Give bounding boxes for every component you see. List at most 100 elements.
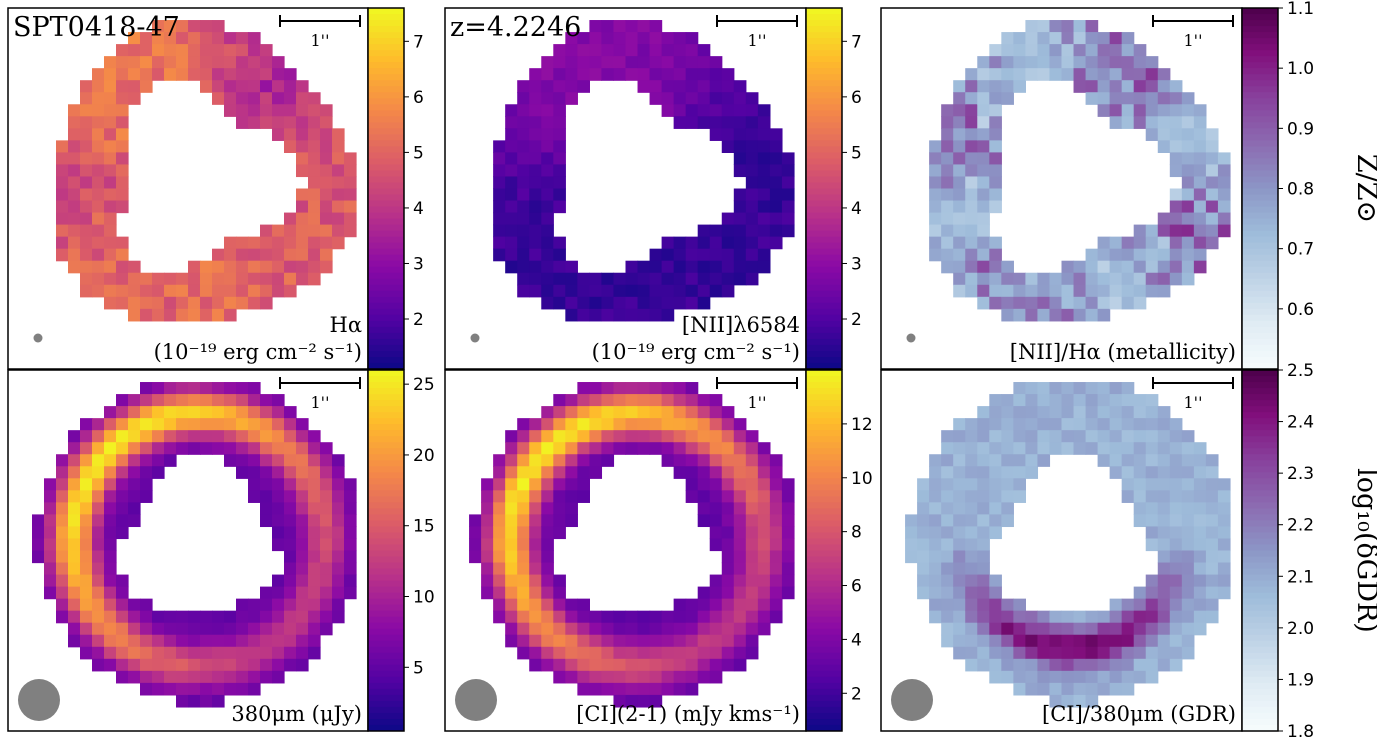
heatmap-pixel xyxy=(272,394,285,407)
heatmap-pixel xyxy=(1013,478,1026,491)
heatmap-pixel xyxy=(505,212,518,226)
heatmap-pixel xyxy=(260,394,273,407)
heatmap-pixel xyxy=(104,56,117,69)
heatmap-pixel xyxy=(1157,550,1171,564)
colorbar-segment xyxy=(1242,332,1278,340)
heatmap-pixel xyxy=(68,550,81,564)
heatmap-pixel xyxy=(1025,682,1039,696)
heatmap-pixel xyxy=(721,634,735,648)
heatmap-pixel xyxy=(236,394,249,407)
heatmap-pixel xyxy=(1181,176,1195,190)
heatmap-pixel xyxy=(685,394,699,407)
heatmap-pixel xyxy=(505,236,518,250)
colorbar-segment xyxy=(806,652,842,660)
heatmap-pixel xyxy=(469,538,482,552)
heatmap-pixel xyxy=(1109,80,1123,93)
heatmap-pixel xyxy=(92,658,105,672)
heatmap-pixel xyxy=(757,442,771,455)
colorbar-segment xyxy=(806,74,842,81)
heatmap-pixel xyxy=(769,526,783,540)
heatmap-pixel xyxy=(541,622,554,636)
heatmap-pixel xyxy=(965,658,978,672)
heatmap-pixel xyxy=(589,622,603,636)
heatmap-pixel xyxy=(1013,634,1026,648)
heatmap-pixel xyxy=(1025,32,1039,45)
heatmap-pixel xyxy=(721,284,735,298)
colorbar-segment xyxy=(1242,580,1278,588)
colorbar-segment xyxy=(1242,406,1278,413)
heatmap-pixel xyxy=(757,104,771,117)
colorbar-segment xyxy=(368,134,404,141)
colorbar-segment xyxy=(368,598,404,606)
heatmap-pixel xyxy=(296,538,309,552)
heatmap-pixel xyxy=(1085,248,1099,262)
colorbar-segment xyxy=(806,146,842,153)
colorbar-segment xyxy=(368,400,404,407)
heatmap-pixel xyxy=(565,490,578,503)
heatmap-pixel xyxy=(989,200,1002,214)
colorbar-segment xyxy=(806,502,842,509)
heatmap-pixel xyxy=(1181,502,1195,515)
heatmap-pixel xyxy=(637,382,651,395)
heatmap-pixel xyxy=(529,104,542,117)
heatmap-pixel xyxy=(68,490,81,503)
colorbar-segment xyxy=(368,176,404,183)
heatmap-pixel xyxy=(92,104,105,117)
heatmap-pixel xyxy=(1133,622,1147,636)
heatmap-pixel xyxy=(128,406,141,419)
heatmap-pixel xyxy=(541,442,554,455)
heatmap-pixel xyxy=(152,44,165,57)
heatmap-pixel xyxy=(905,550,918,564)
heatmap-pixel xyxy=(128,454,141,467)
heatmap-pixel xyxy=(128,394,141,407)
heatmap-pixel xyxy=(152,56,165,69)
heatmap-pixel xyxy=(164,382,177,395)
heatmap-pixel xyxy=(1169,140,1183,153)
heatmap-pixel xyxy=(941,176,954,190)
heatmap-pixel xyxy=(260,418,273,431)
heatmap-pixel xyxy=(613,670,627,684)
heatmap-pixel xyxy=(116,80,129,93)
colorbar-segment xyxy=(368,278,404,286)
colorbar-segment xyxy=(368,98,404,105)
heatmap-pixel xyxy=(637,658,651,672)
heatmap-pixel xyxy=(1121,430,1135,443)
colorbar-segment xyxy=(806,182,842,189)
heatmap-pixel xyxy=(116,442,129,455)
heatmap-pixel xyxy=(296,140,309,153)
heatmap-pixel xyxy=(589,56,603,69)
heatmap-pixel xyxy=(781,538,795,552)
heatmap-pixel xyxy=(601,20,615,33)
heatmap-pixel xyxy=(1073,296,1087,310)
heatmap-pixel xyxy=(56,188,69,202)
heatmap-pixel xyxy=(92,164,105,178)
heatmap-pixel xyxy=(56,200,69,214)
heatmap-pixel xyxy=(721,260,735,274)
colorbar-segment xyxy=(368,200,404,208)
heatmap-pixel xyxy=(529,646,542,660)
heatmap-pixel xyxy=(709,574,723,588)
heatmap-pixel xyxy=(1181,454,1195,467)
heatmap-pixel xyxy=(200,658,213,672)
heatmap-pixel xyxy=(308,212,321,226)
heatmap-pixel xyxy=(649,20,663,33)
colorbar-segment xyxy=(368,218,404,226)
heatmap-pixels xyxy=(905,382,1231,708)
heatmap-pixel xyxy=(965,248,978,262)
heatmap-pixel xyxy=(1097,56,1111,69)
heatmap-pixel xyxy=(745,526,759,540)
heatmap-pixel xyxy=(1097,430,1111,443)
scale-bar: 1'' xyxy=(716,377,798,412)
heatmap-pixel xyxy=(613,296,627,310)
heatmap-pixel xyxy=(625,284,639,298)
heatmap-pixel xyxy=(977,466,990,479)
heatmap-pixel xyxy=(248,284,261,298)
heatmap-pixel xyxy=(284,538,297,552)
colorbar-segment xyxy=(368,574,404,582)
heatmap-pixel xyxy=(953,128,966,141)
colorbar-segment xyxy=(368,616,404,624)
heatmap-pixel xyxy=(308,116,321,129)
colorbar-frame xyxy=(367,7,405,370)
heatmap-pixel xyxy=(128,284,141,298)
heatmap-pixel xyxy=(493,514,506,528)
